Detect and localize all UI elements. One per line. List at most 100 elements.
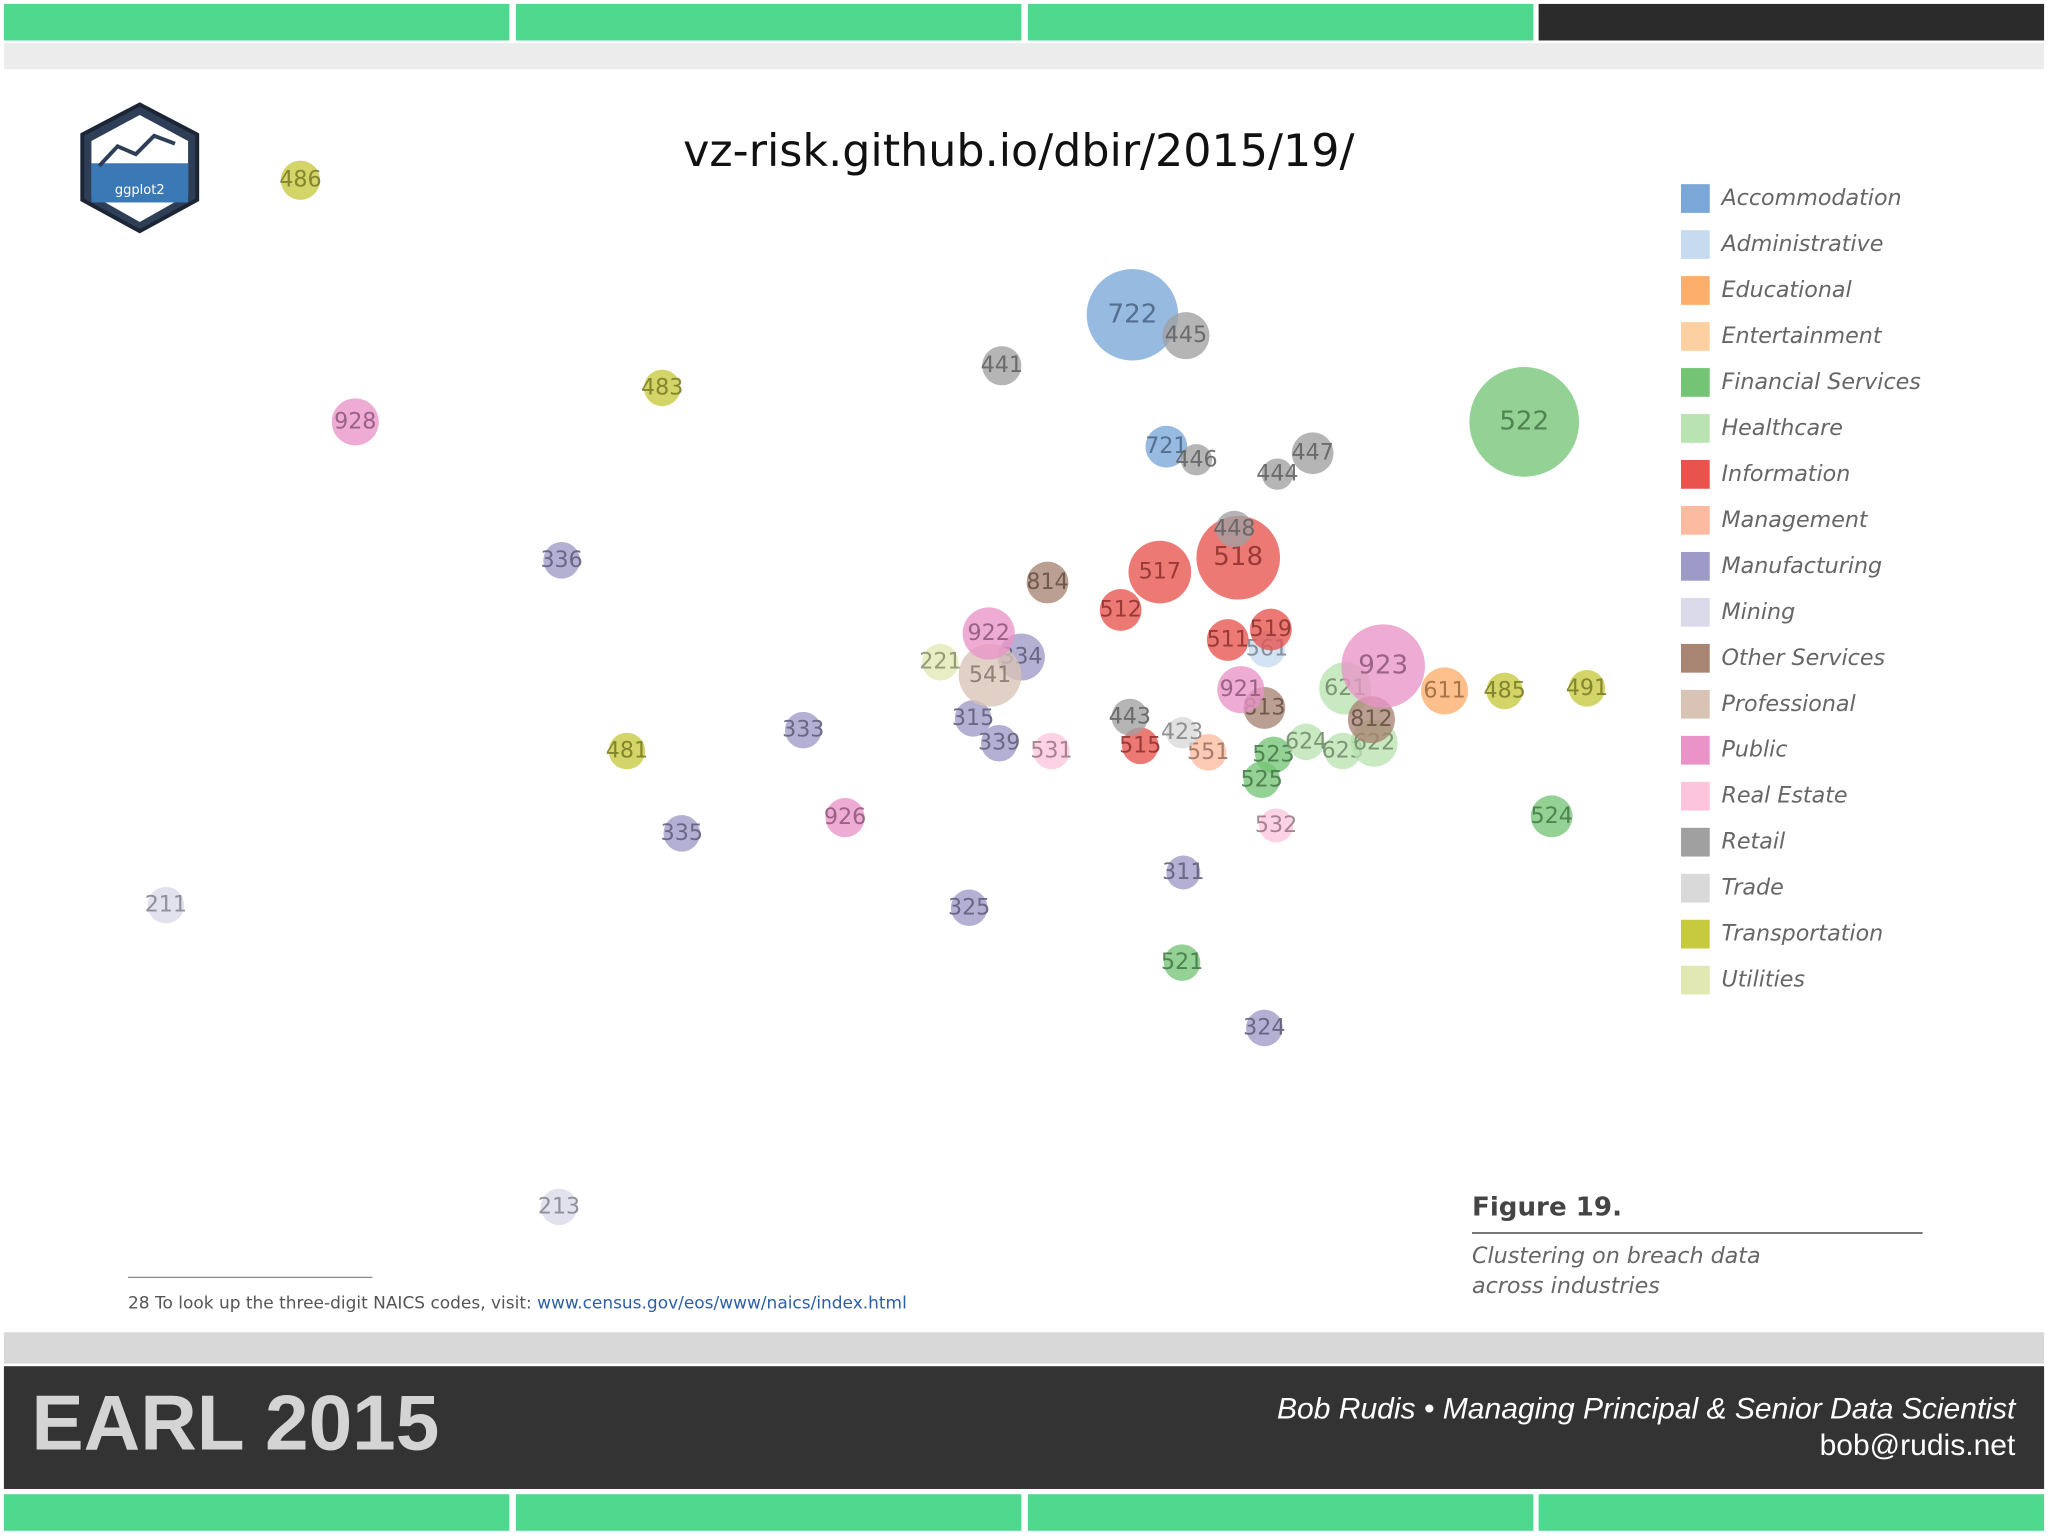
bubble-label: 448 xyxy=(1213,515,1255,541)
bubble xyxy=(1128,540,1192,604)
bubble-label: 325 xyxy=(948,894,990,920)
bubble xyxy=(1121,727,1159,765)
bubble-label: 213 xyxy=(538,1193,580,1219)
top-bar-segment xyxy=(1027,3,1534,41)
bubble-label: 532 xyxy=(1255,812,1297,838)
bubble-label: 521 xyxy=(1161,949,1203,975)
bubble xyxy=(825,798,865,838)
bubble xyxy=(1486,672,1523,710)
legend-swatch xyxy=(1680,368,1710,397)
bubble-label: 519 xyxy=(1250,616,1292,642)
bubble-label: 541 xyxy=(969,662,1011,688)
legend-swatch xyxy=(1680,230,1710,259)
legend-swatch xyxy=(1680,873,1710,903)
bubble xyxy=(608,732,646,770)
bubble-label: 525 xyxy=(1241,766,1283,792)
bubble-plot: 7227215616115225235255245216216246236225… xyxy=(145,160,1608,1226)
bubble-label: 926 xyxy=(824,804,866,830)
slide-title: vz-risk.github.io/dbir/2015/19/ xyxy=(683,126,1354,177)
legend-swatch xyxy=(1680,781,1710,811)
bubble xyxy=(1243,761,1280,799)
bubble-label: 722 xyxy=(1107,299,1157,329)
bubble-label: 333 xyxy=(782,717,824,743)
bubble xyxy=(980,724,1018,762)
legend-label: Mining xyxy=(1721,599,1795,625)
bubble-label: 423 xyxy=(1161,719,1203,745)
top-bar-segment xyxy=(3,3,510,41)
bubble xyxy=(958,643,1022,707)
bubble xyxy=(982,346,1022,386)
bubble xyxy=(1196,515,1280,600)
legend-label: Manufacturing xyxy=(1721,553,1882,579)
legend-label: Utilities xyxy=(1721,967,1805,993)
bubble xyxy=(1162,312,1210,360)
bubble-label: 486 xyxy=(279,167,321,193)
bubble-label: 511 xyxy=(1207,627,1249,653)
footer-shadow xyxy=(3,1332,2045,1364)
bubble-label: 551 xyxy=(1187,739,1229,765)
bubble-label: 443 xyxy=(1109,704,1151,730)
legend-label: Accommodation xyxy=(1719,185,1901,211)
bubble xyxy=(1216,510,1253,548)
legend-swatch xyxy=(1680,505,1710,535)
bubble-label: 335 xyxy=(661,820,703,846)
legend-label: Entertainment xyxy=(1721,323,1882,349)
bubble xyxy=(331,398,379,446)
bubble xyxy=(1086,269,1179,361)
legend-label: Trade xyxy=(1721,875,1783,901)
bubble-label: 444 xyxy=(1256,461,1298,487)
footnote-link[interactable]: www.census.gov/eos/www/naics/index.html xyxy=(537,1294,907,1314)
caption-line: Clustering on breach data xyxy=(1472,1243,1761,1269)
bubble-label: 512 xyxy=(1099,596,1141,622)
bubble xyxy=(543,542,580,579)
bubble-label: 812 xyxy=(1350,706,1392,732)
bubble xyxy=(954,700,992,737)
bubble xyxy=(1189,734,1227,771)
bubble xyxy=(1180,444,1213,476)
bottom-bar-segment xyxy=(1538,1494,2045,1531)
legend-swatch xyxy=(1680,827,1710,857)
bubble xyxy=(540,1188,578,1226)
bubble xyxy=(1246,1009,1283,1047)
bubble xyxy=(1026,561,1069,604)
legend-swatch xyxy=(1680,643,1710,673)
legend-label: Financial Services xyxy=(1721,369,1921,395)
legend-swatch xyxy=(1680,460,1710,489)
legend-label: Public xyxy=(1721,737,1787,763)
legend-swatch xyxy=(1680,276,1710,305)
bubble-label: 221 xyxy=(919,649,961,675)
top-bar-segment xyxy=(515,3,1022,41)
bubble-label: 339 xyxy=(978,730,1020,756)
bubble-label: 445 xyxy=(1165,322,1207,348)
bubble-label: 524 xyxy=(1530,803,1572,829)
bubble xyxy=(1249,608,1292,651)
footer-bar xyxy=(3,1366,2045,1489)
bubble-label: 483 xyxy=(641,374,683,400)
bubble xyxy=(147,886,185,924)
bubble-label: 441 xyxy=(981,352,1023,378)
bottom-bar-segment xyxy=(515,1494,1022,1531)
legend-label: Other Services xyxy=(1721,645,1885,671)
bottom-bar-segment xyxy=(1027,1494,1534,1531)
legend-label: Management xyxy=(1721,507,1868,533)
bubble-label: 517 xyxy=(1139,559,1181,585)
speaker: Bob Rudis • Managing Principal & Senior … xyxy=(1277,1393,2017,1426)
bubble xyxy=(1259,808,1294,843)
bubble-label: 611 xyxy=(1423,677,1465,703)
bubble-label: 923 xyxy=(1358,651,1408,681)
bubble-label: 324 xyxy=(1243,1014,1285,1040)
legend-label: Retail xyxy=(1721,829,1786,855)
bubble-label: 814 xyxy=(1026,569,1068,595)
legend: Accommodation Administrative Educational En… xyxy=(1680,184,1921,995)
bubble xyxy=(922,643,959,681)
bubble xyxy=(1166,717,1198,749)
bubble xyxy=(1217,666,1265,714)
bubble-label: 311 xyxy=(1162,859,1204,885)
legend-label: Healthcare xyxy=(1721,415,1842,441)
bubble-label: 922 xyxy=(968,620,1010,646)
legend-label: Professional xyxy=(1721,691,1856,717)
figure-title: Figure 19. xyxy=(1472,1193,1622,1223)
legend-swatch xyxy=(1680,551,1710,581)
bubble-label: 515 xyxy=(1119,732,1161,758)
